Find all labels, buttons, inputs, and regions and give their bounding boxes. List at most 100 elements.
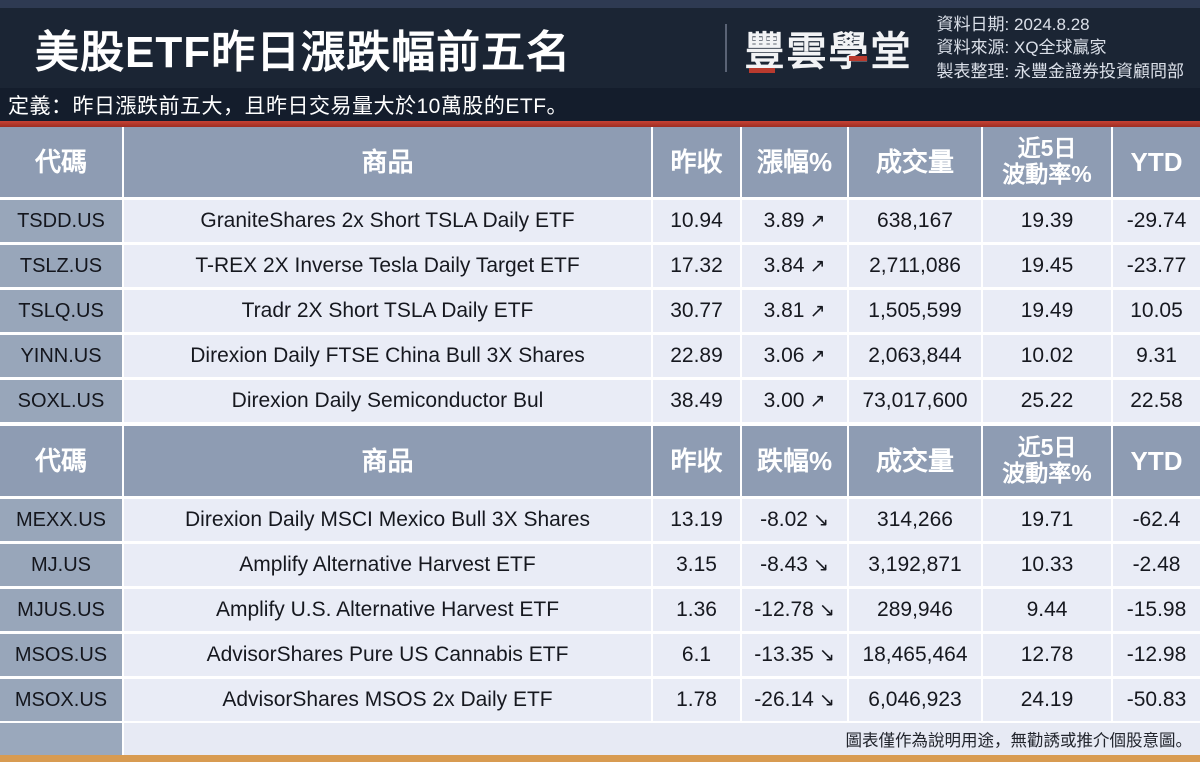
change-value: -26.14 bbox=[754, 688, 814, 711]
volume-cell: 638,167 bbox=[849, 200, 981, 242]
etf-name-cell: Amplify U.S. Alternative Harvest ETF bbox=[124, 589, 651, 631]
brand-divider bbox=[724, 24, 727, 72]
etf-code-cell: MSOS.US bbox=[0, 634, 122, 676]
col-header-code: 代碼 bbox=[0, 127, 122, 197]
etf-code-cell: YINN.US bbox=[0, 335, 122, 377]
ytd-cell: -12.98 bbox=[1113, 634, 1200, 676]
ytd-cell: 22.58 bbox=[1113, 380, 1200, 422]
red-divider bbox=[0, 121, 1200, 127]
meta-data-source: 資料來源: XQ全球贏家 bbox=[936, 38, 1107, 58]
volatility-cell: 19.39 bbox=[983, 200, 1111, 242]
etf-name-cell: GraniteShares 2x Short TSLA Daily ETF bbox=[124, 200, 651, 242]
close-cell: 1.36 bbox=[653, 589, 740, 631]
volume-cell: 1,505,599 bbox=[849, 290, 981, 332]
table-row: TSLQ.US Tradr 2X Short TSLA Daily ETF 30… bbox=[0, 290, 1200, 332]
volatility-cell: 19.45 bbox=[983, 245, 1111, 287]
ytd-cell: -23.77 bbox=[1113, 245, 1200, 287]
close-cell: 30.77 bbox=[653, 290, 740, 332]
etf-code-cell: SOXL.US bbox=[0, 380, 122, 422]
ytd-cell: -29.74 bbox=[1113, 200, 1200, 242]
volatility-line2: 波動率% bbox=[1002, 460, 1092, 486]
etf-code-cell: TSDD.US bbox=[0, 200, 122, 242]
etf-name-cell: Tradr 2X Short TSLA Daily ETF bbox=[124, 290, 651, 332]
change-value: 3.89 bbox=[763, 209, 805, 232]
close-cell: 6.1 bbox=[653, 634, 740, 676]
close-cell: 13.19 bbox=[653, 499, 740, 541]
meta-editor: 製表整理: 永豐金證券投資顧問部 bbox=[936, 61, 1184, 81]
volume-cell: 73,017,600 bbox=[849, 380, 981, 422]
ytd-cell: 10.05 bbox=[1113, 290, 1200, 332]
table-row: SOXL.US Direxion Daily Semiconductor Bul… bbox=[0, 380, 1200, 422]
volume-cell: 314,266 bbox=[849, 499, 981, 541]
etf-name-cell: Direxion Daily FTSE China Bull 3X Shares bbox=[124, 335, 651, 377]
ytd-cell: 9.31 bbox=[1113, 335, 1200, 377]
down-arrow-icon: ↘ bbox=[812, 554, 829, 576]
etf-table: 代碼 商品 昨收 漲幅% 成交量 近5日 波動率% YTD TSDD.US Gr… bbox=[0, 127, 1200, 755]
bottom-accent-bar bbox=[0, 755, 1200, 762]
table-row: MEXX.US Direxion Daily MSCI Mexico Bull … bbox=[0, 499, 1200, 541]
etf-code-cell: MSOX.US bbox=[0, 679, 122, 721]
close-cell: 1.78 bbox=[653, 679, 740, 721]
volatility-cell: 12.78 bbox=[983, 634, 1111, 676]
definition-bar: 定義：昨日漲跌前五大，且昨日交易量大於10萬股的ETF。 bbox=[0, 88, 1200, 121]
table-row: TSDD.US GraniteShares 2x Short TSLA Dail… bbox=[0, 200, 1200, 242]
down-arrow-icon: ↘ bbox=[812, 509, 829, 531]
change-cell: 3.81 ↗ bbox=[742, 290, 847, 332]
ytd-cell: -15.98 bbox=[1113, 589, 1200, 631]
volatility-cell: 25.22 bbox=[983, 380, 1111, 422]
table-row: MJ.US Amplify Alternative Harvest ETF 3.… bbox=[0, 544, 1200, 586]
volatility-line1: 近5日 bbox=[1017, 135, 1077, 162]
down-arrow-icon: ↘ bbox=[818, 599, 835, 621]
col-header-volume: 成交量 bbox=[849, 426, 981, 496]
volatility-cell: 10.02 bbox=[983, 335, 1111, 377]
etf-code-cell: MEXX.US bbox=[0, 499, 122, 541]
etf-name-cell: AdvisorShares MSOS 2x Daily ETF bbox=[124, 679, 651, 721]
close-cell: 3.15 bbox=[653, 544, 740, 586]
change-value: -8.02 bbox=[760, 508, 808, 531]
change-cell: 3.00 ↗ bbox=[742, 380, 847, 422]
col-header-product: 商品 bbox=[124, 127, 651, 197]
col-header-close: 昨收 bbox=[653, 426, 740, 496]
up-arrow-icon: ↗ bbox=[809, 210, 826, 232]
change-cell: -13.35 ↘ bbox=[742, 634, 847, 676]
col-header-close: 昨收 bbox=[653, 127, 740, 197]
col-header-code: 代碼 bbox=[0, 426, 122, 496]
volatility-cell: 10.33 bbox=[983, 544, 1111, 586]
volume-cell: 3,192,871 bbox=[849, 544, 981, 586]
brand-logo: 豐雲學堂 bbox=[745, 19, 913, 77]
col-header-volatility: 近5日 波動率% bbox=[983, 127, 1111, 197]
meta-block: 資料日期: 2024.8.28 資料來源: XQ全球贏家 製表整理: 永豐金證券… bbox=[937, 13, 1190, 83]
close-cell: 22.89 bbox=[653, 335, 740, 377]
ytd-cell: -50.83 bbox=[1113, 679, 1200, 721]
change-cell: -12.78 ↘ bbox=[742, 589, 847, 631]
page-title: 美股ETF昨日漲跌幅前五名 bbox=[35, 28, 572, 77]
table-header-losers: 代碼 商品 昨收 跌幅% 成交量 近5日 波動率% YTD bbox=[0, 426, 1200, 496]
col-header-volume: 成交量 bbox=[849, 127, 981, 197]
etf-name-cell: Amplify Alternative Harvest ETF bbox=[124, 544, 651, 586]
up-arrow-icon: ↗ bbox=[809, 255, 826, 277]
table-row: YINN.US Direxion Daily FTSE China Bull 3… bbox=[0, 335, 1200, 377]
meta-data-date: 資料日期: 2024.8.28 bbox=[936, 14, 1090, 34]
col-header-product: 商品 bbox=[124, 426, 651, 496]
etf-name-cell: T-REX 2X Inverse Tesla Daily Target ETF bbox=[124, 245, 651, 287]
table-row: MSOX.US AdvisorShares MSOS 2x Daily ETF … bbox=[0, 679, 1200, 721]
ytd-cell: -2.48 bbox=[1113, 544, 1200, 586]
volatility-cell: 9.44 bbox=[983, 589, 1111, 631]
down-arrow-icon: ↘ bbox=[818, 689, 835, 711]
volatility-cell: 19.71 bbox=[983, 499, 1111, 541]
etf-code-cell: TSLZ.US bbox=[0, 245, 122, 287]
change-cell: 3.89 ↗ bbox=[742, 200, 847, 242]
down-arrow-icon: ↘ bbox=[818, 644, 835, 666]
change-cell: -26.14 ↘ bbox=[742, 679, 847, 721]
volume-cell: 289,946 bbox=[849, 589, 981, 631]
col-header-change-up: 漲幅% bbox=[742, 127, 847, 197]
table-row: MJUS.US Amplify U.S. Alternative Harvest… bbox=[0, 589, 1200, 631]
disclaimer-text: 圖表僅作為說明用途，無勸誘或推介個股意圖。 bbox=[124, 723, 1200, 755]
up-arrow-icon: ↗ bbox=[809, 300, 826, 322]
volume-cell: 2,711,086 bbox=[849, 245, 981, 287]
change-cell: -8.43 ↘ bbox=[742, 544, 847, 586]
volume-cell: 6,046,923 bbox=[849, 679, 981, 721]
volume-cell: 18,465,464 bbox=[849, 634, 981, 676]
etf-code-cell: MJUS.US bbox=[0, 589, 122, 631]
table-footer: 圖表僅作為說明用途，無勸誘或推介個股意圖。 bbox=[0, 723, 1200, 755]
